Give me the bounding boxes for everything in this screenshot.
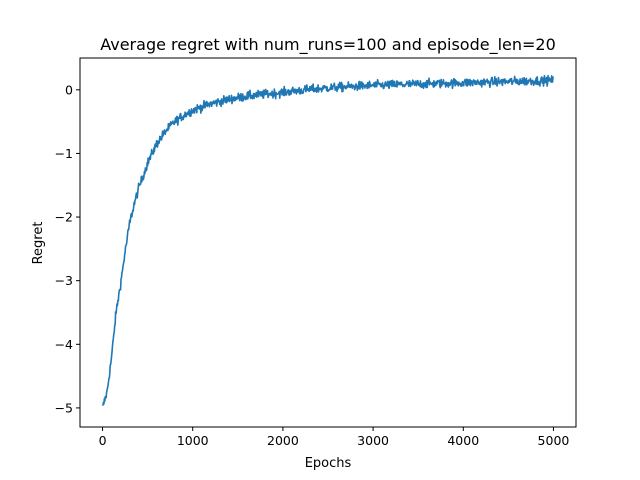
x-axis-label: Epochs [305, 456, 352, 471]
regret-series-line [101, 74, 555, 407]
x-tick-label: 5000 [538, 433, 570, 448]
y-tick-label: −3 [55, 273, 73, 288]
chart-title: Average regret with num_runs=100 and epi… [100, 35, 556, 55]
y-axis: −5 −4 −3 −2 −1 0 [55, 82, 80, 415]
regret-series-path [101, 74, 555, 407]
y-tick-label: −4 [55, 337, 73, 352]
y-tick-label: −2 [55, 210, 73, 225]
x-axis: 0 1000 2000 3000 4000 5000 [99, 427, 570, 448]
x-tick-label: 0 [99, 433, 107, 448]
x-tick-label: 3000 [357, 433, 389, 448]
y-tick-label: 0 [65, 82, 73, 97]
x-tick-label: 1000 [177, 433, 209, 448]
y-axis-label: Regret [31, 222, 46, 265]
y-tick-label: −1 [55, 146, 73, 161]
plot-frame [79, 57, 577, 428]
y-tick-label: −5 [55, 400, 73, 415]
x-tick-label: 4000 [447, 433, 479, 448]
x-tick-label: 2000 [267, 433, 299, 448]
